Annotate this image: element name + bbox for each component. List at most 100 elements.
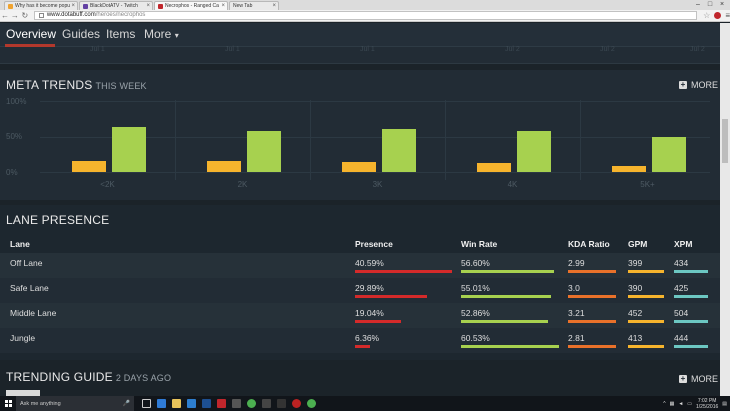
remnant-label: Jul 2 [690,46,705,53]
system-tray: ^ ▦ ◄ ▭ 7:02 PM 1/25/2016 ▤ [663,396,730,411]
app-icon[interactable] [262,399,271,408]
cell-presence: 6.36% [355,333,380,343]
keyboard-icon[interactable]: ▭ [687,400,693,407]
y-tick-label: 100% [6,97,27,106]
network-icon[interactable]: ▦ [669,400,675,407]
browser-tab-4[interactable]: New Tab × [229,1,279,10]
cell-lane: Jungle [10,333,36,343]
bar-2K-series-1[interactable] [247,130,281,172]
x-tick-label: 5K+ [640,180,655,189]
nav-guides[interactable]: Guides [62,27,101,41]
trending-guide-more-button[interactable]: + MORE [679,374,718,384]
task-view-icon[interactable] [142,399,151,408]
back-icon[interactable]: ← [0,10,9,20]
volume-icon[interactable]: ◄ [678,400,684,407]
bar-3K-series-1[interactable] [382,128,416,172]
plus-icon: + [679,374,687,383]
app-icon[interactable] [277,399,286,408]
cell-xpm: 444 [674,333,689,343]
tab-close-icon[interactable]: × [71,3,75,9]
plus-icon: + [679,80,687,89]
xpm-bar [674,295,708,298]
app-icon[interactable] [292,399,301,408]
browser-tab-1[interactable]: Why has it become popu × [4,1,78,10]
cell-lane: Safe Lane [10,283,49,293]
cell-xpm: 434 [674,258,689,268]
notifications-icon[interactable]: ▤ [722,400,727,407]
column-header-gpm: GPM [628,239,648,249]
cell-gpm: 452 [628,308,643,318]
cell-kda: 2.99 [568,258,585,268]
bookmark-star-icon[interactable]: ☆ [703,11,711,20]
menu-icon[interactable]: ≡ [725,11,730,20]
meta-trends-more-button[interactable]: + MORE [679,80,718,90]
chrome-icon[interactable] [247,399,256,408]
minimize-icon[interactable]: – [696,1,700,8]
reload-icon[interactable]: ↻ [21,10,29,20]
remnant-label: Jul 2 [505,46,520,53]
group-separator [310,100,311,180]
active-tab-indicator [5,44,55,47]
xpm-bar [674,345,708,348]
table-row[interactable]: Safe Lane 29.89% 55.01% 3.0 390 425 [0,278,720,303]
clock-time: 7:02 PM [697,397,717,404]
edge-icon[interactable] [157,399,166,408]
tab-title: BlackDotATV - Twitch [90,3,138,9]
meta-trends-title: META TRENDS THIS WEEK [6,78,147,92]
guide-thumbnail[interactable] [6,390,40,396]
cortana-search-input[interactable]: Ask me anything 🎤 [16,396,134,411]
tab-close-icon[interactable]: × [221,3,225,9]
tab-close-icon[interactable]: × [146,3,150,9]
table-row[interactable]: Middle Lane 19.04% 52.86% 3.21 452 504 [0,303,720,328]
nav-overview[interactable]: Overview [6,27,57,41]
column-header-xpm: XPM [674,239,693,249]
address-bar: ← → ↻ www.dotabuff.com/heroes/necrophos … [0,10,730,22]
bar-5K-series-1[interactable] [652,137,686,172]
page-scrollbar[interactable] [720,23,730,396]
microphone-icon[interactable]: 🎤 [122,401,130,407]
window-close-icon[interactable]: × [719,1,725,8]
app-icon[interactable] [202,399,211,408]
chrome-icon[interactable] [307,399,316,408]
cell-kda: 3.21 [568,308,585,318]
winrate-bar [461,345,559,348]
system-clock[interactable]: 7:02 PM 1/25/2016 [696,398,718,410]
cell-lane: Middle Lane [10,308,57,318]
nav-items[interactable]: Items [106,27,136,41]
bar-2K-series-0[interactable] [207,160,241,172]
trending-guide-panel: TRENDING GUIDE 2 DAYS AGO + MORE [0,365,720,395]
tray-arrow-icon[interactable]: ^ [663,400,666,407]
bar-5K-series-0[interactable] [612,166,646,172]
tab-close-icon[interactable]: × [272,3,276,9]
bar-2K-series-1[interactable] [112,127,146,172]
bar-4K-series-1[interactable] [517,130,551,172]
column-header-kda-ratio: KDA Ratio [568,239,610,249]
table-row[interactable]: Off Lane 40.59% 56.60% 2.99 399 434 [0,253,720,278]
app-icon[interactable] [217,399,226,408]
forward-icon[interactable]: → [10,10,19,20]
toolbar-icons: ☆ ≡ [703,11,730,20]
xpm-bar [674,320,708,323]
file-explorer-icon[interactable] [172,399,181,408]
meta-trends-subtitle: THIS WEEK [95,81,147,91]
nav-more-label: More [144,27,172,41]
cell-presence: 40.59% [355,258,384,268]
browser-tab-2[interactable]: BlackDotATV - Twitch × [79,1,153,10]
url-path: /heroes/necrophos [95,12,146,18]
store-icon[interactable] [187,399,196,408]
bar-2K-series-0[interactable] [72,160,106,172]
scrollbar-thumb[interactable] [722,119,728,163]
app-icon[interactable] [232,399,241,408]
nav-more[interactable]: More ▾ [144,27,179,41]
maximize-icon[interactable]: □ [707,1,713,8]
bar-4K-series-0[interactable] [477,162,511,172]
browser-tab-3[interactable]: Necrophos - Ranged Ca × [154,1,228,10]
table-row[interactable]: Jungle 6.36% 60.53% 2.81 413 444 [0,328,720,353]
windows-start-icon[interactable] [0,396,16,411]
bar-3K-series-0[interactable] [342,162,376,172]
url-input[interactable]: www.dotabuff.com/heroes/necrophos [33,11,698,20]
page-info-icon[interactable] [38,13,44,18]
column-header-win-rate: Win Rate [461,239,498,249]
kda-bar [568,270,616,273]
extension-icon[interactable] [714,12,722,19]
